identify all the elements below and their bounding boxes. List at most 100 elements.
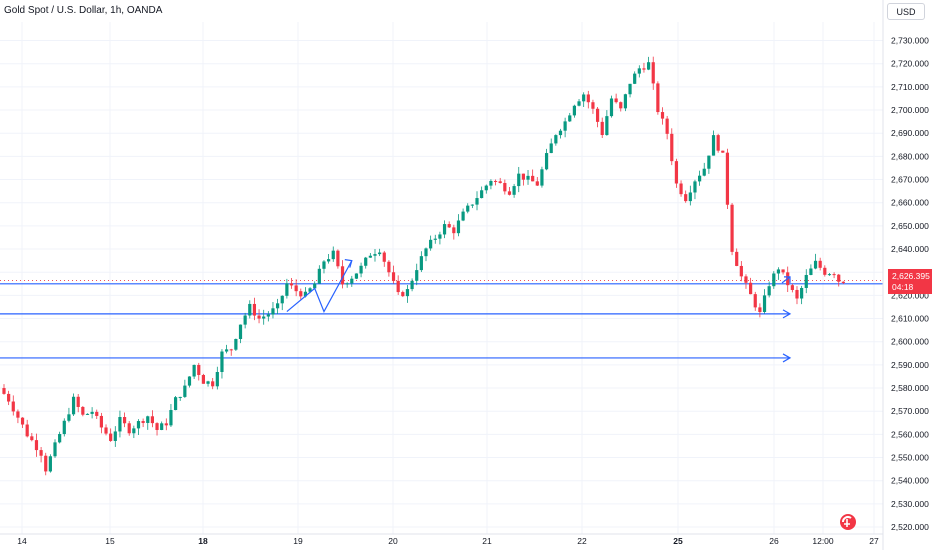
candle [67,407,71,423]
time-tick-label: 19 [293,536,303,546]
candle [294,279,298,297]
candle [660,107,665,125]
tradingview-logo-icon[interactable] [838,513,858,531]
candle [558,128,563,139]
candle [823,265,827,277]
candle [693,179,697,200]
candle [725,148,730,209]
time-tick-label: 12:00 [812,536,834,546]
candle [480,186,484,199]
candle [767,281,771,298]
candle [452,224,456,240]
price-tick-label: 2,680.000 [891,151,929,161]
candle [813,253,818,270]
time-tick-label: 27 [869,536,879,546]
candle [716,133,720,153]
last-price-badge: 2,626.395 04:18 [888,269,932,294]
candle [271,301,275,319]
time-tick-label: 22 [577,536,587,546]
candle [359,262,363,278]
price-tick-label: 2,670.000 [891,175,929,185]
grid-layer [0,22,883,534]
candle [136,419,141,436]
candle [58,431,62,444]
chart-title: Gold Spot / U.S. Dollar, 1h, OANDA [4,5,163,16]
candle [364,256,368,269]
candle [280,295,284,311]
currency-selector[interactable]: USD [887,3,925,20]
candle [841,281,845,285]
candle [475,191,479,211]
price-tick-label: 2,530.000 [891,499,929,509]
candle [327,253,331,264]
price-tick-label: 2,590.000 [891,360,929,370]
time-axis[interactable]: 14 15 18 19 20 21 22 25 26 12:00 27 [0,533,883,546]
candle [150,410,154,428]
candle [405,284,410,303]
candle [498,177,502,184]
candle [99,412,103,434]
candle [95,409,99,419]
candle [442,220,447,239]
candle [614,93,618,104]
candle [410,278,414,292]
candle [113,426,117,447]
candle [461,208,465,222]
candle [656,81,660,115]
time-tick-label: 15 [105,536,115,546]
candle [266,311,270,322]
candle [735,248,739,267]
candle [665,115,669,140]
candle [489,179,493,190]
candle [493,179,498,186]
time-tick-label: 14 [17,536,27,546]
candle [637,65,641,78]
candle [470,204,474,209]
candle [633,71,637,85]
candle [118,410,122,438]
candle [39,446,43,463]
candle [169,403,173,427]
candle [749,277,753,295]
candle [484,184,488,194]
candle [396,275,400,295]
candle [781,269,785,275]
candle [48,454,52,473]
price-tick-label: 2,610.000 [891,314,929,324]
candle [401,290,405,298]
candle [104,424,108,436]
price-tick-label: 2,520.000 [891,522,929,532]
price-tick-label: 2,690.000 [891,128,929,138]
candle [586,90,590,109]
candle [141,418,145,428]
level-arrow-icon [782,353,792,363]
candle [591,99,595,114]
candle [350,275,354,287]
candle [76,393,80,413]
candle [132,425,136,439]
candle [674,158,679,188]
candle [753,291,757,311]
candle [776,267,781,280]
candle [605,110,609,136]
price-tick-label: 2,620.000 [891,290,929,300]
price-tick-label: 2,640.000 [891,244,929,254]
candle [391,265,396,284]
pattern-zigzag [286,260,353,313]
last-price-value: 2,626.395 [892,271,930,281]
candle [234,338,238,351]
candle [146,415,150,430]
candle [507,187,512,196]
candle [25,419,29,438]
candle [790,283,794,293]
candle [322,260,326,274]
candle [544,148,549,171]
candle [429,235,433,251]
candle [215,366,219,390]
candle [670,128,674,166]
candle [623,93,628,112]
price-tick-label: 2,730.000 [891,36,929,46]
current-arrow-icon [781,276,791,284]
